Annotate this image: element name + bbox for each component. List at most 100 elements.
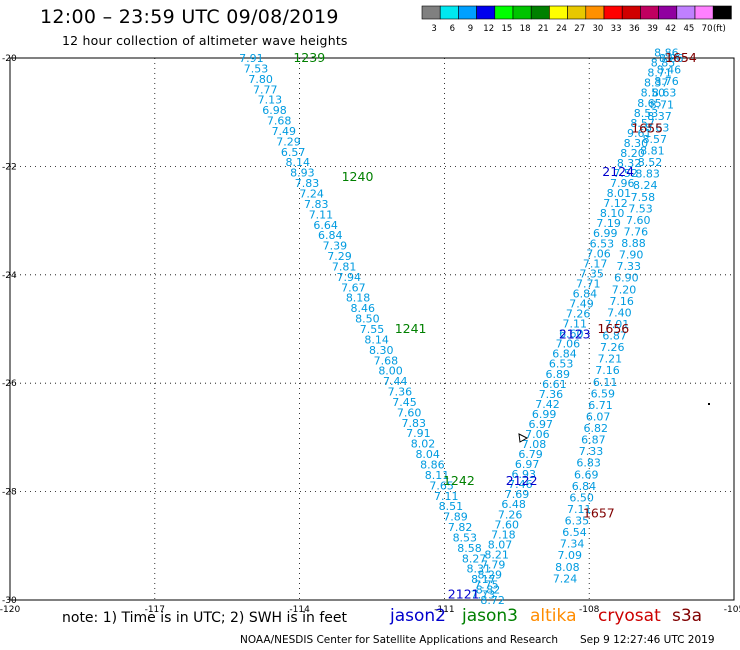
wave-height-value: 7.35: [579, 267, 604, 280]
wave-height-value: 8.37: [644, 77, 669, 90]
pass-time-labels: 1239 1240 1241 1242 2121 2122 2123 2124 1654 1655…: [293, 50, 697, 602]
wave-height-value: 6.53: [549, 358, 574, 371]
wave-height-value: 7.08: [522, 438, 547, 451]
wave-height-value: 8.86: [420, 459, 445, 472]
wave-height-value: 7.68: [374, 354, 399, 367]
x-tick-label: -120: [0, 605, 20, 615]
pass-time-label: 1242: [443, 473, 475, 488]
wave-height-value: 7.82: [448, 521, 473, 534]
wave-height-value: 6.84: [552, 348, 577, 361]
wave-height-value: 7.11: [309, 208, 334, 221]
colorbar-label: 6: [450, 24, 455, 34]
wave-height-value: 7.89: [443, 511, 468, 524]
wave-height-value: 7.46: [508, 478, 533, 491]
wave-height-value: 7.33: [617, 260, 642, 273]
wave-height-value: 8.18: [346, 292, 371, 305]
wave-height-value: 7.53: [244, 62, 269, 75]
x-tick-label: -108: [579, 605, 600, 615]
colorbar-label: 18: [520, 24, 531, 34]
wave-height-value: 8.32: [617, 157, 642, 170]
wave-height-value: 7.45: [392, 396, 417, 409]
wave-height-value: 8.50: [355, 313, 380, 326]
wave-height-value: 8.52: [638, 156, 663, 169]
wave-height-value: 6.98: [262, 104, 287, 117]
wave-height-value: 8.53: [453, 531, 478, 544]
wave-height-value: 6.83: [576, 457, 601, 470]
wave-height-value: 7.09: [558, 549, 583, 562]
wave-height-value: 8.88: [621, 237, 646, 250]
wave-height-value: 6.79: [518, 448, 543, 461]
wave-height-value: 8.27: [462, 552, 487, 565]
wave-height-value: 7.73: [471, 589, 496, 602]
wave-height-value: 7.91: [406, 427, 431, 440]
wave-height-value: 7.58: [631, 191, 656, 204]
wave-height-value: 7.71: [576, 277, 601, 290]
colorbar-label: 42: [665, 24, 676, 34]
pass-time-label: 2124: [602, 164, 634, 179]
x-tick-label: -117: [145, 605, 165, 615]
colorbar-swatch: [676, 5, 696, 20]
colorbar-swatch: [694, 5, 714, 20]
wave-height-value: 7.49: [272, 125, 297, 138]
wave-height-value: 8.57: [642, 133, 667, 146]
wave-height-value: 7.17: [583, 257, 608, 270]
colorbar-label: 36: [629, 24, 640, 34]
units-note: note: 1) Time is in UTC; 2) SWH is in fe…: [62, 610, 348, 626]
colorbar-swatch: [439, 5, 459, 20]
wave-height-value: 7.68: [267, 115, 292, 128]
wave-height-value: 7.65: [429, 479, 454, 492]
wave-height-value: 8.14: [364, 333, 389, 346]
wave-height-value: 7.67: [341, 281, 366, 294]
footer-timestamp: Sep 9 12:27:46 UTC 2019: [580, 634, 715, 646]
colorbar-swatch: [458, 5, 477, 20]
wave-height-value: 7.42: [535, 398, 560, 411]
wave-height-value: 7.01: [605, 318, 630, 331]
wave-height-value: 8.07: [488, 538, 513, 551]
wave-height-value: 8.50: [641, 87, 666, 100]
pass-time-label: 1239: [293, 50, 325, 65]
colorbar-label: 21: [538, 24, 549, 34]
wave-height-value: 7.94: [337, 271, 362, 284]
colorbar-label: 33: [611, 24, 622, 34]
wave-height-value: 7.44: [383, 375, 408, 388]
wave-height-value: 7.24: [299, 188, 324, 201]
wave-height-value: 7.55: [360, 323, 385, 336]
wave-height-value: 8.72: [480, 594, 505, 607]
wave-height-value: 6.69: [574, 468, 599, 481]
wave-height-value: 9.61: [627, 127, 652, 140]
pass-time-label: 1241: [395, 321, 427, 336]
wave-height-value: 8.30: [369, 344, 394, 357]
wave-height-value: 6.89: [545, 368, 570, 381]
wave-height-value: 6.11: [593, 376, 618, 389]
wave-height-value: 8.01: [607, 187, 632, 200]
wave-height-value: 6.84: [573, 287, 598, 300]
wave-height-value: 7.24: [553, 572, 578, 585]
wave-height-value: 7.20: [612, 283, 637, 296]
wave-height-value: 6.97: [529, 418, 554, 431]
y-tick-label: -22: [2, 162, 17, 172]
colorbar-swatch: [712, 5, 732, 20]
wave-height-value: 7.11: [567, 503, 592, 516]
colorbar-label: 39: [647, 24, 658, 34]
wave-height-value: 8.11: [425, 469, 450, 482]
satellite-legend-altika: altika: [530, 606, 577, 626]
colorbar-legend: 3 6 9 12 15 18 21 24 27 30 33 36 39 42 45 70 (ft): [421, 5, 732, 34]
x-tick-label: -111: [434, 605, 454, 615]
wave-height-value: 6.50: [569, 491, 594, 504]
wave-height-value: 6.35: [565, 515, 590, 528]
wave-height-value: 7.21: [598, 353, 623, 366]
wave-height-value: 6.60: [559, 328, 584, 341]
colorbar-label: 24: [556, 24, 567, 34]
wave-height-value: 8.83: [635, 168, 660, 181]
wave-height-value: 7.49: [569, 298, 594, 311]
x-tick-label: -114: [289, 605, 310, 615]
y-tick-label: -28: [2, 488, 17, 498]
colorbar-swatch: [603, 5, 623, 20]
y-tick-label: -26: [2, 379, 17, 389]
wave-height-value: 7.96: [610, 177, 635, 190]
chart-title: 12:00 – 23:59 UTC 09/08/2019: [40, 6, 339, 28]
wave-height-value: 6.54: [562, 526, 587, 539]
pass-time-label: 1657: [583, 505, 615, 520]
wave-height-value: 8.46: [657, 64, 682, 77]
